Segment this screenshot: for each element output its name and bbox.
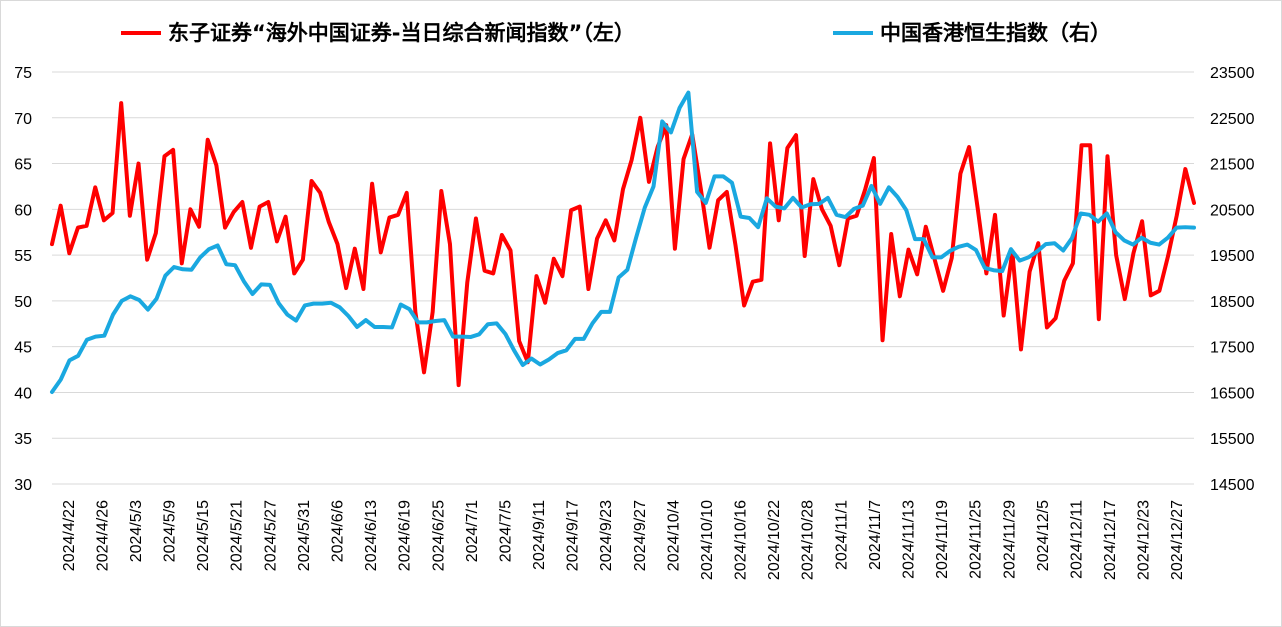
right-y-tick-label: 20500: [1210, 202, 1255, 219]
x-tick-label: 2024/7/5: [497, 500, 514, 562]
x-tick-label: 2024/12/5: [1035, 500, 1052, 571]
right-y-tick-label: 16500: [1210, 385, 1255, 402]
x-tick-label: 2024/11/7: [867, 500, 884, 570]
x-tick-label: 2024/5/3: [128, 500, 145, 562]
right-y-tick-label: 23500: [1210, 65, 1255, 82]
left-y-tick-label: 45: [14, 340, 32, 357]
x-tick-label: 2024/5/15: [195, 500, 212, 571]
left-y-tick-label: 50: [14, 294, 32, 311]
x-tick-label: 2024/10/4: [665, 500, 682, 571]
x-tick-label: 2024/12/23: [1136, 500, 1153, 580]
x-tick-label: 2024/6/6: [330, 500, 347, 562]
x-tick-label: 2024/10/28: [800, 500, 817, 580]
x-tick-label: 2024/4/26: [94, 500, 111, 571]
x-tick-label: 2024/5/9: [162, 500, 179, 562]
left-y-tick-label: 30: [14, 477, 32, 494]
x-tick-label: 2024/6/13: [363, 500, 380, 571]
x-tick-label: 2024/10/10: [699, 500, 716, 580]
x-tick-label: 2024/11/25: [968, 500, 985, 579]
left-y-tick-label: 35: [14, 431, 32, 448]
x-tick-label: 2024/5/27: [262, 500, 279, 571]
left-y-tick-label: 55: [14, 248, 32, 265]
right-y-tick-label: 18500: [1210, 294, 1255, 311]
x-tick-label: 2024/4/22: [61, 500, 78, 571]
left-y-axis: 75 70 65 60 55 50 45 40 35 30: [14, 65, 32, 494]
x-tick-label: 2024/12/27: [1169, 500, 1186, 580]
x-tick-label: 2024/11/29: [1001, 500, 1018, 579]
x-tick-label: 2024/9/11: [531, 500, 548, 570]
x-tick-label: 2024/12/17: [1102, 500, 1119, 580]
left-y-tick-label: 40: [14, 385, 32, 402]
legend-label-news-index: 东子证券“海外中国证券-当日综合新闻指数”（左）: [168, 21, 635, 45]
x-axis: 2024/4/22 2024/4/26 2024/5/3 2024/5/9 2024/5…: [52, 483, 1194, 580]
x-tick-label: 2024/9/23: [598, 500, 615, 571]
left-y-tick-label: 70: [14, 111, 32, 128]
x-tick-label: 2024/9/17: [565, 500, 582, 571]
series-line-news-index: [50, 101, 1196, 388]
x-tick-label: 2024/6/19: [397, 500, 414, 571]
x-tick-label: 2024/5/21: [229, 500, 246, 571]
right-y-axis: 23500 22500 21500 20500 19500 18500 17500 16500…: [1210, 65, 1255, 494]
right-y-tick-label: 15500: [1210, 431, 1255, 448]
right-y-tick-label: 21500: [1210, 157, 1255, 174]
x-tick-label: 2024/10/16: [733, 500, 750, 580]
legend-label-hang-seng: 中国香港恒生指数（右）: [880, 21, 1111, 45]
left-y-tick-label: 75: [14, 65, 32, 82]
x-tick-label: 2024/11/13: [901, 500, 918, 579]
x-tick-label: 2024/6/25: [430, 500, 447, 571]
right-y-tick-label: 22500: [1210, 111, 1255, 128]
left-y-tick-label: 60: [14, 202, 32, 219]
x-tick-label: 2024/11/19: [934, 500, 951, 579]
x-tick-label: 2024/7/1: [464, 500, 481, 562]
right-y-tick-label: 14500: [1210, 477, 1255, 494]
x-tick-label: 2024/5/31: [296, 500, 313, 571]
x-tick-label: 2024/10/22: [766, 500, 783, 580]
right-y-tick-label: 17500: [1210, 340, 1255, 357]
series-layer: [50, 90, 1196, 394]
legend: 东子证券“海外中国证券-当日综合新闻指数”（左） 中国香港恒生指数（右）: [121, 21, 1111, 45]
x-tick-label: 2024/12/11: [1068, 500, 1085, 579]
left-y-tick-label: 65: [14, 157, 32, 174]
x-tick-label: 2024/9/27: [632, 500, 649, 571]
gridlines: [52, 71, 1194, 485]
series-line-hang-seng: [50, 90, 1196, 394]
x-tick-label: 2024/11/1: [833, 500, 850, 570]
right-y-tick-label: 19500: [1210, 248, 1255, 265]
